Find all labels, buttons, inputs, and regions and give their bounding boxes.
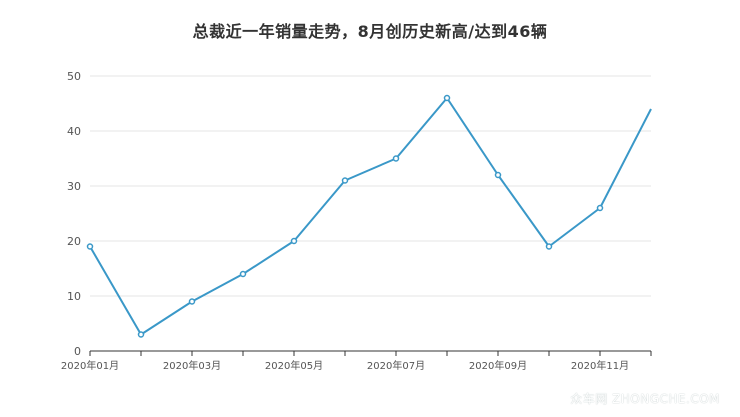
x-tick-label: 2020年05月 [265, 359, 323, 372]
y-tick-label: 0 [74, 345, 81, 358]
x-tick-label: 2020年11月 [571, 359, 629, 372]
x-tick-label: 2020年01月 [61, 359, 119, 372]
data-point [137, 331, 145, 338]
y-tick-label: 40 [67, 125, 81, 138]
x-tick-label: 2020年03月 [163, 359, 221, 372]
data-point [443, 94, 451, 102]
y-tick-label: 50 [67, 70, 81, 83]
watermark: 众车网 ZHONGCHE.COM [570, 392, 720, 406]
x-tick-label: 2020年07月 [367, 359, 425, 372]
data-point [596, 204, 604, 212]
series-group [86, 94, 652, 338]
data-point [239, 270, 247, 278]
data-point [86, 243, 94, 250]
grid-lines [90, 75, 651, 297]
series-line [89, 97, 652, 336]
y-tick-label: 20 [67, 235, 81, 248]
data-point [392, 155, 400, 162]
data-point [545, 243, 553, 250]
data-point [341, 177, 349, 184]
y-tick-label: 30 [67, 180, 81, 193]
y-tick-label: 10 [67, 290, 81, 303]
x-axis: 2020年01月 2020年03月 2020年05月 2020年07月 2020年09月… [61, 350, 652, 372]
x-tick-label: 2020年09月 [469, 359, 527, 372]
data-point [188, 298, 196, 305]
y-axis: 0 10 20 30 40 50 [67, 70, 81, 358]
data-point [290, 237, 298, 245]
chart-title: 总裁近一年销量走势，8月创历史新高/达到46辆 [192, 22, 548, 41]
data-point [494, 171, 502, 179]
